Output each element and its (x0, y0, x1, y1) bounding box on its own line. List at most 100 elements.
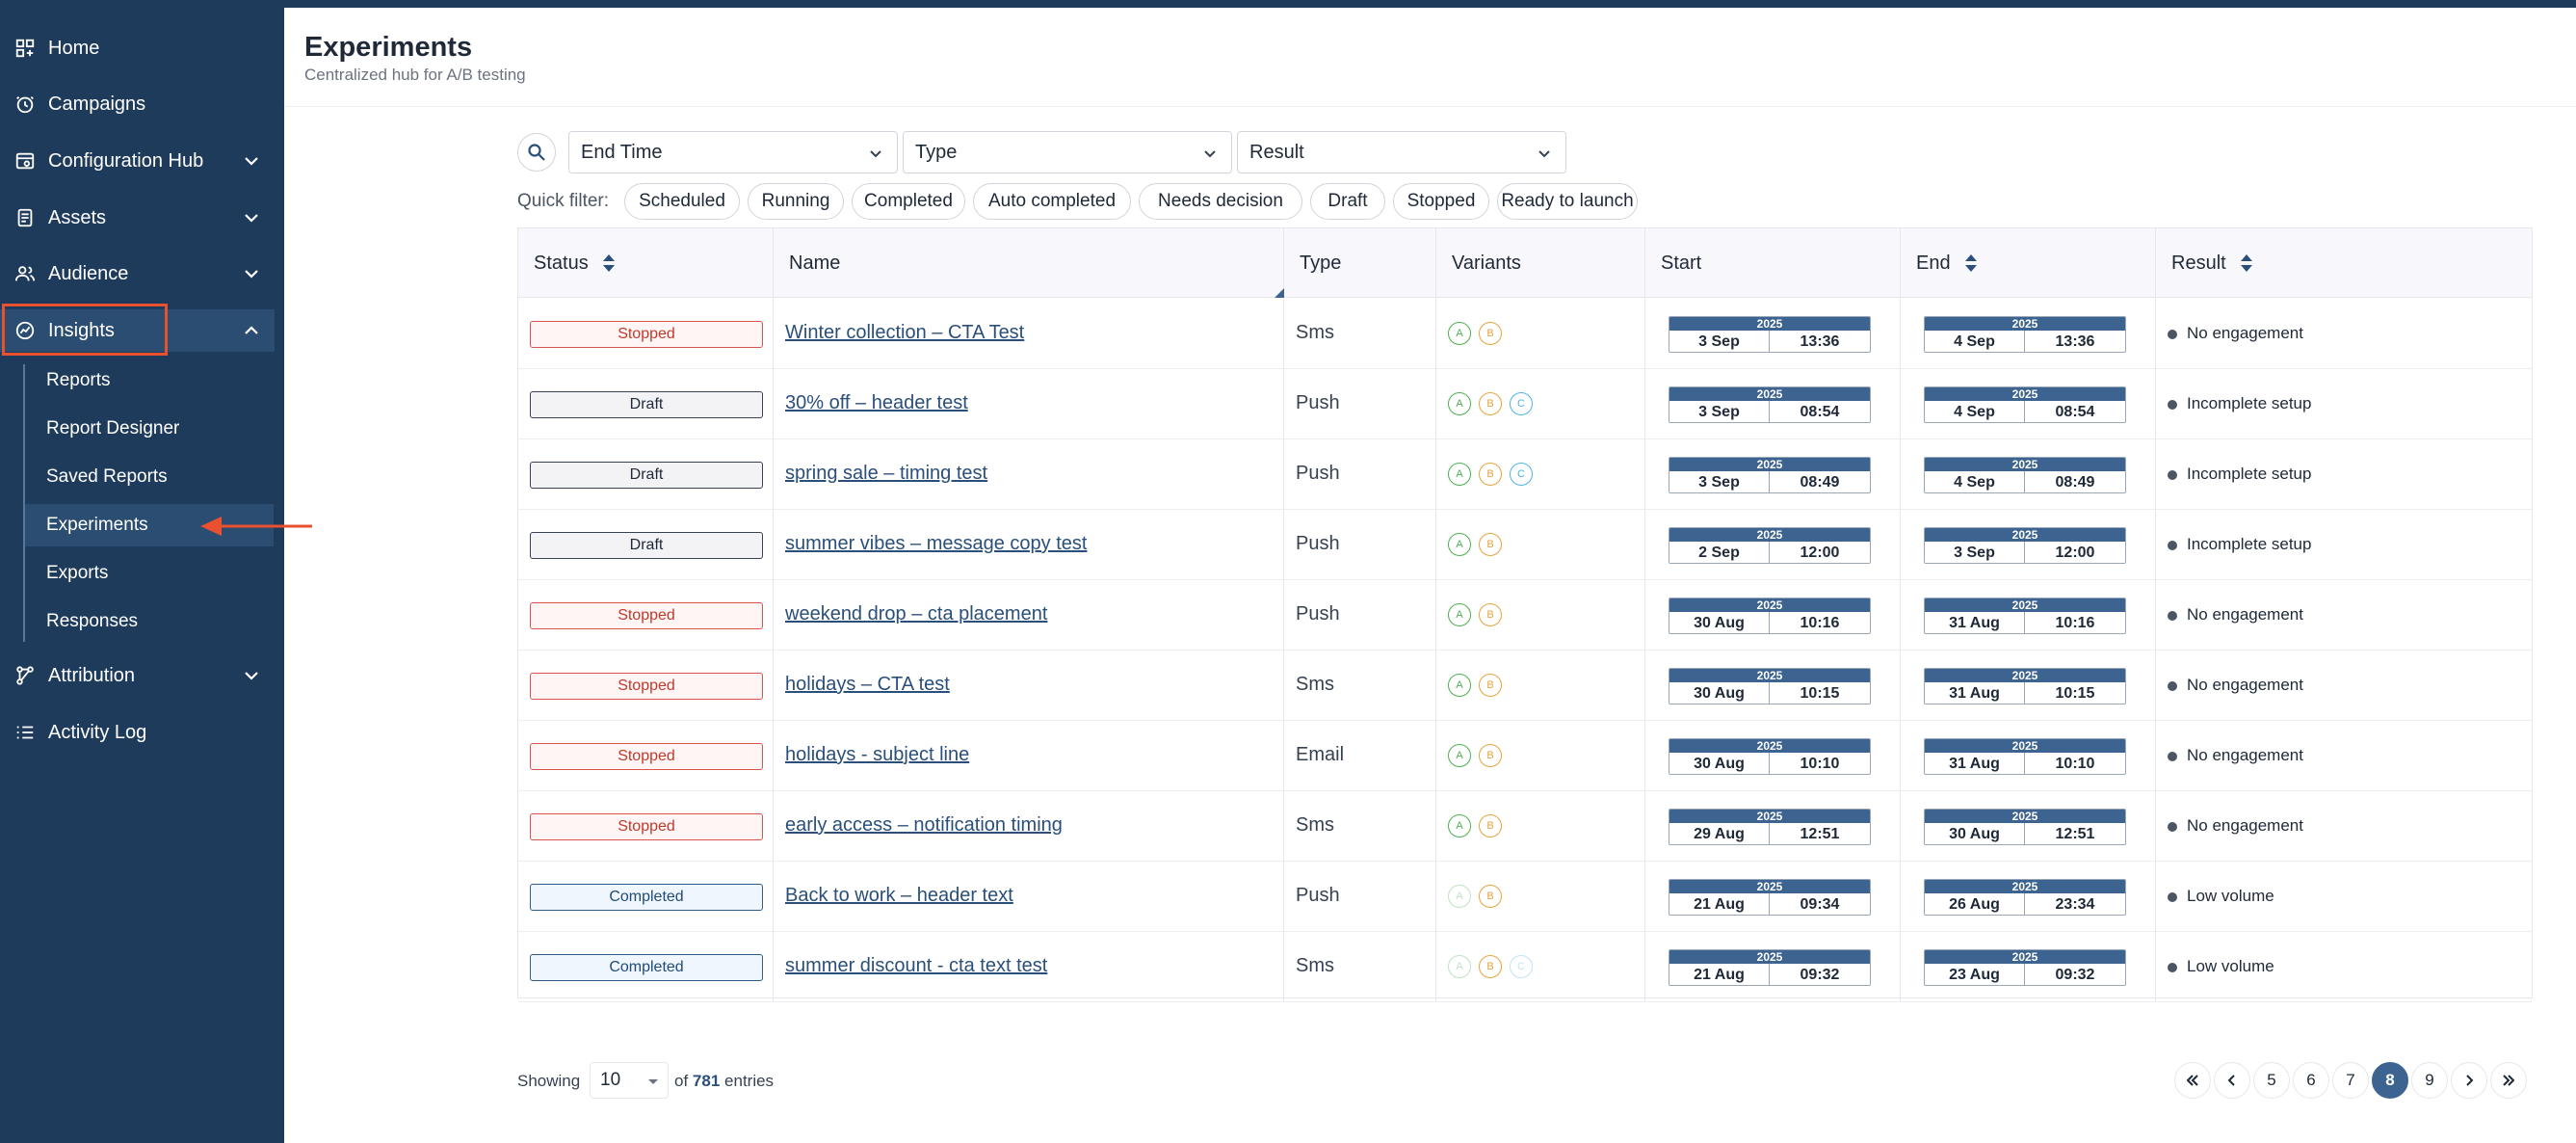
cell-end: 2025 26 Aug 23:34 (1901, 862, 2156, 931)
chip-draft[interactable]: Draft (1310, 183, 1385, 220)
entries-count: of 781 entries (674, 1072, 774, 1091)
sidebar-subitem-reports[interactable]: Reports (25, 359, 274, 402)
experiment-name-link[interactable]: Back to work – header text (785, 885, 1013, 906)
page-button-6[interactable]: 6 (2293, 1062, 2329, 1099)
table-row[interactable]: Stopped Winter collection – CTA Test Sms A B… (518, 299, 2532, 369)
sidebar-item-activity-log[interactable]: Activity Log (0, 711, 275, 754)
experiment-name-link[interactable]: 30% off – header test (785, 392, 968, 413)
page-button-7[interactable]: 7 (2332, 1062, 2369, 1099)
experiment-name-link[interactable]: early access – notification timing (785, 814, 1063, 836)
search-icon (528, 144, 545, 161)
sidebar-item-label: Assets (48, 206, 107, 228)
cell-start: 2025 30 Aug 10:15 (1645, 651, 1901, 720)
date-time: 10:10 (2055, 756, 2095, 772)
sidebar-subitem-responses[interactable]: Responses (25, 600, 274, 643)
start-date: 2025 30 Aug 10:15 (1669, 668, 1871, 704)
experiment-name-link[interactable]: holidays – CTA test (785, 674, 950, 695)
table-row[interactable]: Draft spring sale – timing test Push A B C 202… (518, 439, 2532, 510)
chevron-right-icon (2466, 1075, 2474, 1086)
experiment-name-link[interactable]: Winter collection – CTA Test (785, 322, 1025, 343)
date-day: 31 Aug (1925, 612, 2025, 633)
prev-page-button[interactable] (2214, 1062, 2250, 1099)
sidebar-item-insights[interactable]: Insights (0, 309, 275, 352)
experiment-name-link[interactable]: summer vibes – message copy test (785, 533, 1088, 554)
column-header-end[interactable]: End (1901, 228, 2156, 298)
chip-scheduled[interactable]: Scheduled (624, 183, 740, 220)
table-row[interactable]: Stopped weekend drop – cta placement Push A… (518, 580, 2532, 651)
type-text: Email (1296, 744, 1345, 765)
sidebar-item-assets[interactable]: Assets (0, 197, 275, 239)
result-dot (2168, 681, 2177, 691)
chip-ready-to-launch[interactable]: Ready to launch (1497, 183, 1638, 220)
page-button-9[interactable]: 9 (2411, 1062, 2448, 1099)
sidebar-subitem-saved-reports[interactable]: Saved Reports (25, 456, 274, 498)
date-day: 21 Aug (1669, 964, 1770, 985)
chip-completed[interactable]: Completed (852, 183, 965, 220)
table-row[interactable]: Stopped holidays - subject line Email A B 202… (518, 721, 2532, 791)
highlight-box (2, 304, 168, 356)
page-size-value: 10 (600, 1070, 621, 1090)
sidebar-item-home[interactable]: Home (0, 27, 275, 69)
page-button-8[interactable]: 8 (2372, 1062, 2408, 1099)
table-row[interactable]: Completed Back to work – header text Push A… (518, 862, 2532, 932)
date-year: 2025 (1925, 458, 2125, 471)
search-button[interactable] (517, 133, 556, 172)
sidebar-item-campaigns[interactable]: Campaigns (0, 83, 275, 125)
date-time: 08:49 (2055, 474, 2095, 491)
column-header-status[interactable]: Status (518, 228, 774, 298)
column-header-result[interactable]: Result (2156, 228, 2532, 298)
column-header-variants[interactable]: Variants (1436, 228, 1645, 298)
status-badge: Stopped (530, 743, 763, 770)
table-row[interactable]: Draft summer vibes – message copy test Pus… (518, 510, 2532, 580)
variant-badge-b: B (1479, 533, 1502, 556)
experiment-name-link[interactable]: holidays - subject line (785, 744, 970, 765)
column-header-label: Result (2171, 252, 2226, 274)
sidebar-subitem-exports[interactable]: Exports (25, 552, 274, 595)
chip-auto-completed[interactable]: Auto completed (973, 183, 1131, 220)
chip-running[interactable]: Running (748, 183, 844, 220)
sidebar-item-audience[interactable]: Audience (0, 253, 275, 295)
table-row[interactable]: Stopped holidays – CTA test Sms A B 2025 30 Au… (518, 651, 2532, 721)
first-page-button[interactable] (2174, 1062, 2211, 1099)
experiment-name-link[interactable]: summer discount - cta text test (785, 955, 1048, 976)
chevron-down-icon (1538, 150, 1550, 158)
start-date: 2025 30 Aug 10:10 (1669, 738, 1871, 775)
type-dropdown[interactable]: Type (903, 131, 1232, 173)
column-header-type[interactable]: Type (1284, 228, 1436, 298)
table-row[interactable]: Draft 30% off – header test Push A B C 2025 3 S… (518, 369, 2532, 439)
page-button-5[interactable]: 5 (2253, 1062, 2290, 1099)
page-size-select[interactable]: 10 (590, 1062, 669, 1099)
date-day: 29 Aug (1669, 823, 1770, 844)
last-page-button[interactable] (2490, 1062, 2527, 1099)
next-page-button[interactable] (2451, 1062, 2487, 1099)
sidebar-item-label: Activity Log (48, 721, 147, 743)
date-time: 13:36 (1800, 333, 1840, 350)
experiment-name-link[interactable]: spring sale – timing test (785, 463, 988, 484)
sidebar-item-label: Campaigns (48, 93, 146, 115)
table-row[interactable]: Stopped early access – notification timin… (518, 791, 2532, 862)
chip-needs-decision[interactable]: Needs decision (1139, 183, 1302, 220)
date-day: 4 Sep (1925, 401, 2025, 422)
column-header-start[interactable]: Start (1645, 228, 1901, 298)
arrow-icon (200, 517, 312, 536)
date-time: 23:34 (2055, 896, 2095, 913)
experiment-name-link[interactable]: weekend drop – cta placement (785, 603, 1048, 625)
end-time-dropdown[interactable]: End Time (568, 131, 898, 173)
date-day: 3 Sep (1669, 331, 1770, 352)
chip-stopped[interactable]: Stopped (1393, 183, 1489, 220)
sidebar-item-attribution[interactable]: Attribution (0, 654, 275, 697)
column-header-name[interactable]: Name (774, 228, 1284, 298)
cell-status: Stopped (518, 651, 774, 720)
date-day: 3 Sep (1669, 471, 1770, 492)
resize-handle-icon[interactable] (1275, 288, 1284, 298)
grid-plus-icon (13, 37, 37, 60)
date-time: 13:36 (2055, 333, 2095, 350)
chevron-down-icon (245, 157, 258, 166)
table-row[interactable]: Completed summer discount - cta text test… (518, 932, 2532, 1002)
sidebar-item-configuration-hub[interactable]: Configuration Hub (0, 140, 275, 182)
result-dropdown[interactable]: Result (1237, 131, 1566, 173)
sidebar-subitem-report-designer[interactable]: Report Designer (25, 408, 274, 450)
sidebar-item-label: Home (48, 37, 100, 59)
date-day: 26 Aug (1925, 893, 2025, 915)
